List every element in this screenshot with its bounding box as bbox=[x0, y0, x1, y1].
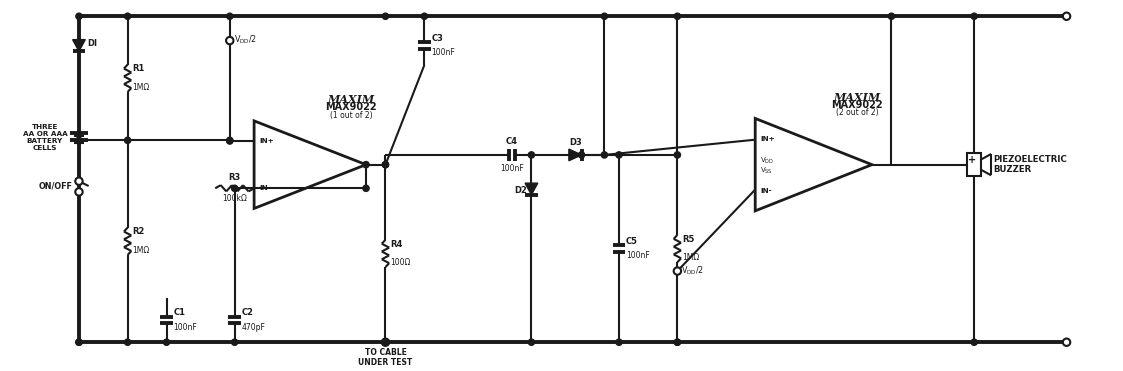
Text: ON/OFF: ON/OFF bbox=[38, 181, 72, 190]
Text: V$_\mathregular{SS}$: V$_\mathregular{SS}$ bbox=[760, 165, 773, 175]
Text: IN+: IN+ bbox=[760, 136, 775, 142]
Text: 1MΩ: 1MΩ bbox=[133, 246, 149, 255]
Text: 100nF: 100nF bbox=[173, 323, 198, 332]
Circle shape bbox=[76, 339, 82, 345]
Circle shape bbox=[125, 137, 130, 144]
Polygon shape bbox=[569, 149, 582, 161]
Text: THREE
AA OR AAA
BATTERY
CELLS: THREE AA OR AAA BATTERY CELLS bbox=[22, 124, 67, 151]
Circle shape bbox=[382, 338, 390, 346]
Text: 1MΩ: 1MΩ bbox=[133, 83, 149, 92]
Circle shape bbox=[164, 339, 170, 345]
Circle shape bbox=[674, 13, 681, 19]
Circle shape bbox=[363, 161, 369, 168]
Circle shape bbox=[601, 152, 608, 158]
Circle shape bbox=[75, 177, 83, 185]
Circle shape bbox=[227, 13, 232, 19]
Circle shape bbox=[674, 339, 681, 345]
Circle shape bbox=[1062, 338, 1070, 346]
Text: D3: D3 bbox=[569, 138, 582, 147]
Text: 100nF: 100nF bbox=[500, 164, 523, 173]
Text: TO CABLE
UNDER TEST: TO CABLE UNDER TEST bbox=[358, 348, 412, 367]
Circle shape bbox=[615, 152, 622, 158]
Text: (2 out of 2): (2 out of 2) bbox=[836, 108, 878, 118]
Text: MAX9022: MAX9022 bbox=[831, 100, 883, 110]
Circle shape bbox=[76, 339, 82, 345]
Circle shape bbox=[227, 137, 232, 144]
Circle shape bbox=[231, 185, 238, 191]
Text: 100kΩ: 100kΩ bbox=[222, 194, 247, 203]
Text: IN-: IN- bbox=[760, 188, 772, 194]
Text: V$_\mathregular{DD}$/2: V$_\mathregular{DD}$/2 bbox=[234, 33, 257, 46]
Circle shape bbox=[382, 161, 389, 168]
Circle shape bbox=[125, 339, 130, 345]
Text: D2: D2 bbox=[514, 186, 528, 196]
Text: C3: C3 bbox=[431, 33, 444, 43]
Text: 100nF: 100nF bbox=[431, 48, 455, 58]
Circle shape bbox=[528, 152, 535, 158]
Text: C1: C1 bbox=[173, 308, 185, 318]
Circle shape bbox=[76, 13, 82, 19]
Text: IN+: IN+ bbox=[259, 138, 274, 144]
Circle shape bbox=[578, 152, 585, 158]
Polygon shape bbox=[526, 183, 538, 195]
Circle shape bbox=[528, 339, 535, 345]
Text: R5: R5 bbox=[683, 235, 695, 244]
Circle shape bbox=[382, 161, 389, 168]
Circle shape bbox=[363, 185, 369, 191]
Circle shape bbox=[421, 13, 428, 19]
Text: MAXIM: MAXIM bbox=[328, 94, 375, 105]
Circle shape bbox=[75, 188, 83, 196]
Text: C2: C2 bbox=[241, 308, 254, 318]
Circle shape bbox=[76, 137, 82, 144]
Circle shape bbox=[382, 13, 389, 19]
Circle shape bbox=[674, 267, 681, 275]
Circle shape bbox=[971, 339, 977, 345]
Text: +: + bbox=[968, 155, 976, 165]
Circle shape bbox=[382, 339, 389, 345]
Circle shape bbox=[601, 13, 608, 19]
Text: R3: R3 bbox=[228, 174, 240, 183]
Circle shape bbox=[226, 37, 234, 44]
Circle shape bbox=[125, 13, 130, 19]
Text: V$_\mathregular{DD}$: V$_\mathregular{DD}$ bbox=[760, 156, 774, 166]
Text: C4: C4 bbox=[506, 137, 518, 146]
Text: MAX9022: MAX9022 bbox=[326, 102, 377, 112]
Text: DI: DI bbox=[88, 39, 98, 48]
Circle shape bbox=[674, 339, 681, 345]
Text: V$_\mathregular{DD}$/2: V$_\mathregular{DD}$/2 bbox=[682, 265, 704, 277]
Circle shape bbox=[615, 339, 622, 345]
Text: IN-: IN- bbox=[259, 185, 271, 191]
Circle shape bbox=[674, 152, 681, 158]
Text: (1 out of 2): (1 out of 2) bbox=[330, 111, 373, 120]
Bar bbox=[967, 153, 982, 176]
Circle shape bbox=[971, 13, 977, 19]
Circle shape bbox=[227, 138, 232, 144]
Circle shape bbox=[1062, 13, 1070, 20]
Text: R4: R4 bbox=[391, 240, 403, 249]
Text: 100Ω: 100Ω bbox=[391, 258, 411, 267]
Text: C5: C5 bbox=[626, 237, 638, 246]
Text: BUZZER: BUZZER bbox=[993, 165, 1031, 174]
Text: 1MΩ: 1MΩ bbox=[683, 253, 700, 262]
Text: 470pF: 470pF bbox=[241, 323, 265, 332]
Text: R1: R1 bbox=[133, 65, 145, 73]
Circle shape bbox=[231, 339, 238, 345]
Circle shape bbox=[888, 13, 895, 19]
Text: MAXIM: MAXIM bbox=[833, 92, 882, 102]
Text: PIEZOELECTRIC: PIEZOELECTRIC bbox=[993, 155, 1067, 164]
Polygon shape bbox=[73, 40, 85, 51]
Text: R2: R2 bbox=[133, 227, 145, 236]
Text: 100nF: 100nF bbox=[626, 252, 649, 260]
